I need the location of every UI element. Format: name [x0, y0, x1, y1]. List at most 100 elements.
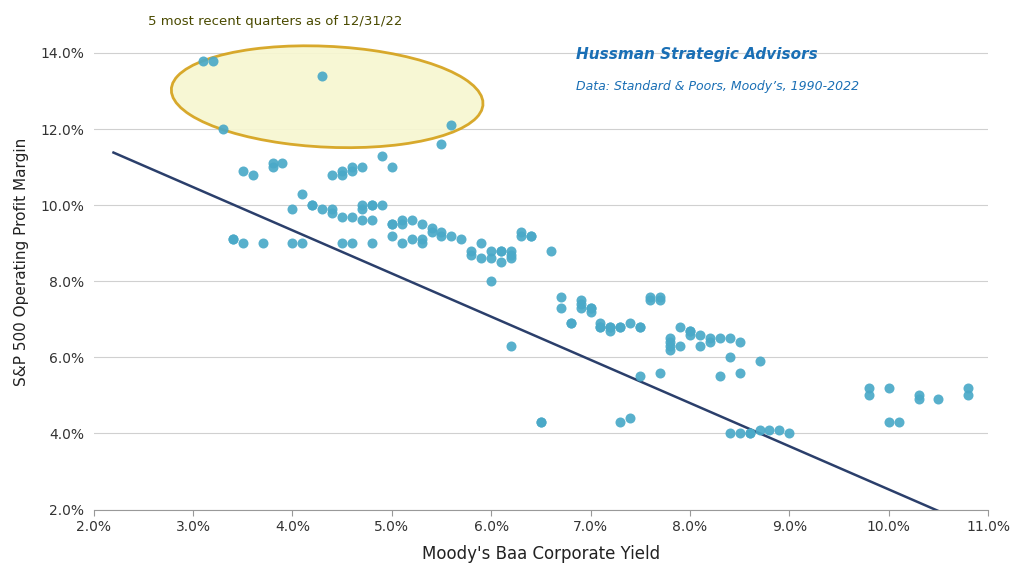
- Point: [712, 334, 728, 343]
- Point: [642, 292, 658, 301]
- Point: [254, 239, 270, 248]
- Point: [522, 231, 539, 240]
- Point: [414, 239, 430, 248]
- Point: [384, 231, 400, 240]
- Point: [722, 334, 738, 343]
- Point: [314, 204, 331, 213]
- Point: [503, 246, 519, 256]
- X-axis label: Moody's Baa Corporate Yield: Moody's Baa Corporate Yield: [422, 545, 659, 563]
- Point: [602, 323, 618, 332]
- Point: [503, 250, 519, 259]
- Point: [741, 429, 758, 438]
- Point: [642, 295, 658, 305]
- Point: [433, 140, 450, 149]
- Point: [334, 166, 350, 175]
- Point: [483, 246, 500, 256]
- Point: [364, 201, 380, 210]
- Point: [364, 216, 380, 225]
- Point: [592, 323, 608, 332]
- Point: [274, 159, 291, 168]
- Point: [433, 227, 450, 237]
- Point: [682, 330, 698, 339]
- Point: [682, 326, 698, 335]
- Point: [612, 323, 629, 332]
- Point: [324, 170, 340, 179]
- Point: [473, 254, 489, 263]
- Point: [722, 353, 738, 362]
- Point: [304, 201, 321, 210]
- Point: [454, 235, 470, 244]
- Point: [553, 304, 569, 313]
- Point: [374, 201, 390, 210]
- Point: [712, 372, 728, 381]
- Point: [393, 220, 410, 229]
- Point: [353, 216, 370, 225]
- Point: [662, 338, 678, 347]
- Point: [910, 391, 927, 400]
- Point: [572, 295, 589, 305]
- Point: [463, 246, 479, 256]
- Point: [701, 338, 718, 347]
- Point: [583, 304, 599, 313]
- Point: [592, 323, 608, 332]
- Point: [672, 323, 688, 332]
- Point: [294, 189, 310, 198]
- Point: [543, 246, 559, 256]
- Point: [264, 163, 281, 172]
- Point: [513, 231, 529, 240]
- Point: [722, 429, 738, 438]
- Point: [771, 425, 787, 434]
- Point: [562, 319, 579, 328]
- Text: Hussman Strategic Advisors: Hussman Strategic Advisors: [575, 47, 817, 62]
- Point: [463, 250, 479, 259]
- Point: [215, 125, 231, 134]
- Point: [662, 342, 678, 351]
- Point: [493, 258, 509, 267]
- Point: [562, 319, 579, 328]
- Point: [513, 227, 529, 237]
- Point: [403, 235, 420, 244]
- Point: [324, 204, 340, 213]
- Point: [423, 223, 439, 233]
- Point: [522, 231, 539, 240]
- Point: [632, 323, 648, 332]
- Point: [682, 326, 698, 335]
- Point: [652, 368, 669, 377]
- Point: [443, 231, 460, 240]
- Point: [632, 323, 648, 332]
- Point: [623, 414, 639, 423]
- Point: [493, 246, 509, 256]
- Point: [731, 368, 748, 377]
- Point: [860, 391, 877, 400]
- Point: [483, 254, 500, 263]
- Point: [532, 417, 549, 426]
- Point: [752, 425, 768, 434]
- Point: [662, 334, 678, 343]
- Point: [752, 357, 768, 366]
- Ellipse shape: [171, 46, 483, 148]
- Point: [881, 383, 897, 392]
- Point: [393, 239, 410, 248]
- Point: [414, 220, 430, 229]
- Point: [195, 56, 211, 65]
- Point: [234, 239, 251, 248]
- Point: [503, 342, 519, 351]
- Point: [285, 239, 301, 248]
- Point: [384, 220, 400, 229]
- Point: [701, 334, 718, 343]
- Point: [353, 201, 370, 210]
- Point: [364, 201, 380, 210]
- Point: [930, 395, 946, 404]
- Point: [583, 304, 599, 313]
- Point: [553, 292, 569, 301]
- Point: [741, 429, 758, 438]
- Point: [344, 212, 360, 221]
- Point: [891, 417, 907, 426]
- Point: [403, 216, 420, 225]
- Point: [314, 71, 331, 80]
- Point: [414, 235, 430, 244]
- Point: [961, 383, 977, 392]
- Point: [294, 239, 310, 248]
- Point: [691, 342, 708, 351]
- Point: [602, 323, 618, 332]
